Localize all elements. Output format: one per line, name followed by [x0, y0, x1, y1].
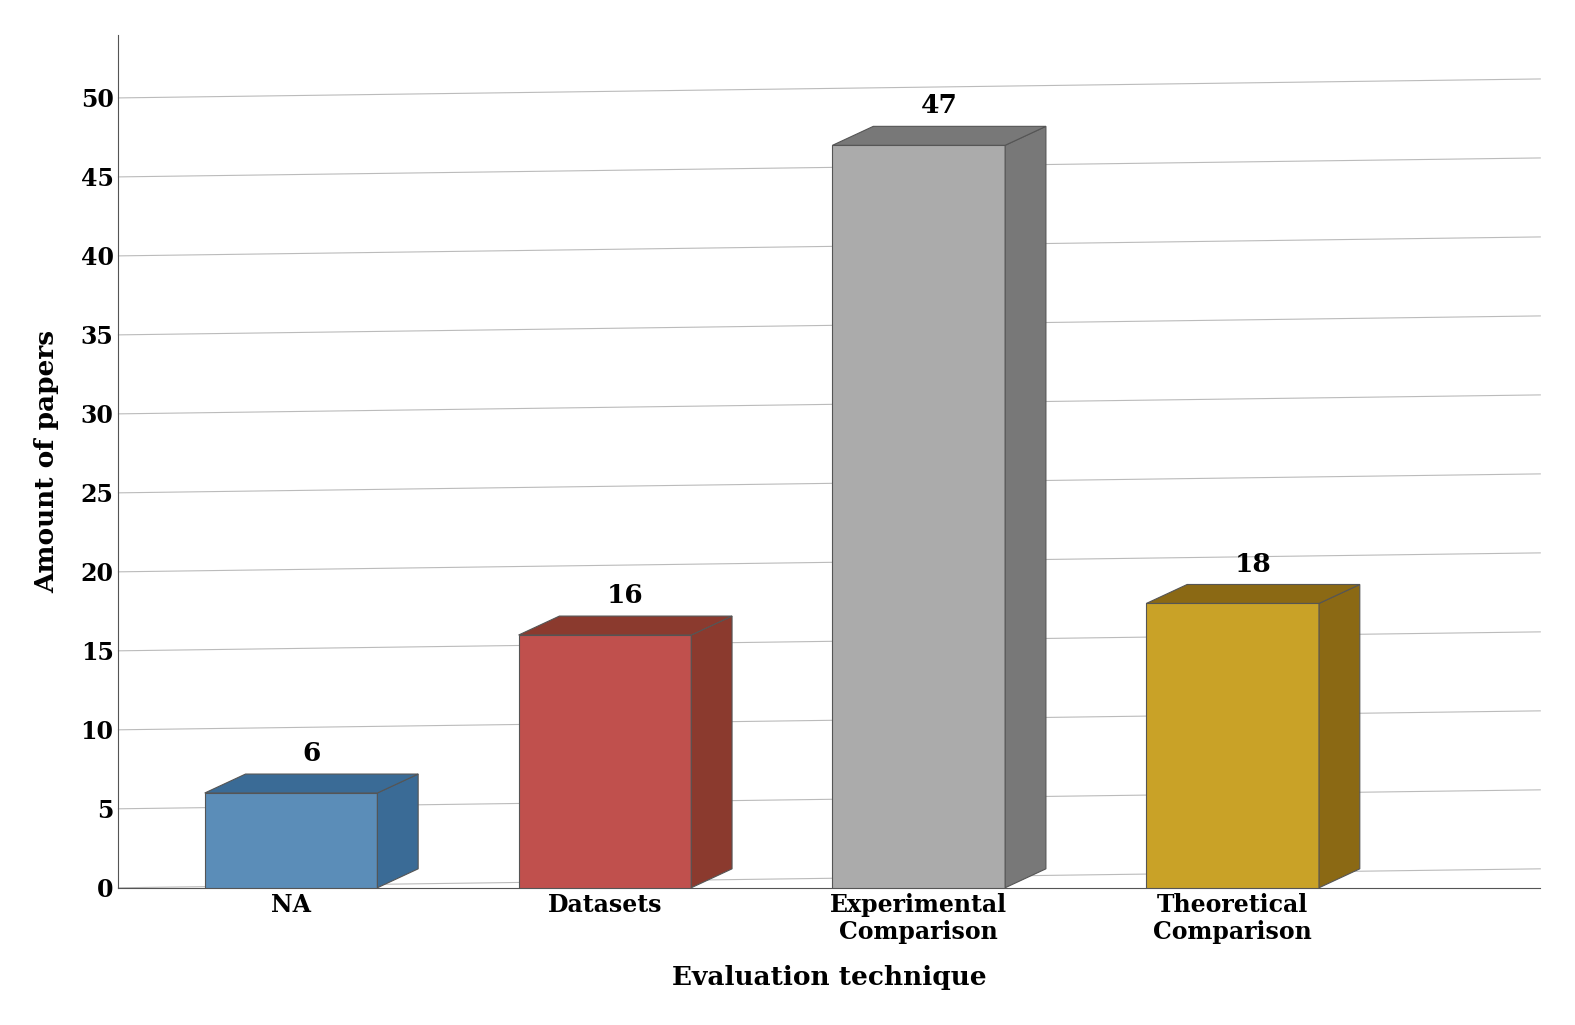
Polygon shape: [691, 616, 732, 888]
X-axis label: Evaluation technique: Evaluation technique: [673, 966, 986, 990]
Text: 47: 47: [921, 93, 958, 119]
Text: 6: 6: [302, 741, 321, 766]
Polygon shape: [833, 146, 1005, 888]
Text: 18: 18: [1235, 551, 1271, 577]
Polygon shape: [1147, 584, 1359, 604]
Y-axis label: Amount of papers: Amount of papers: [35, 330, 60, 592]
Polygon shape: [833, 126, 1046, 146]
Polygon shape: [1147, 604, 1318, 888]
Text: 16: 16: [606, 583, 644, 608]
Polygon shape: [1318, 584, 1359, 888]
Polygon shape: [205, 793, 378, 888]
Polygon shape: [378, 774, 419, 888]
Polygon shape: [518, 636, 691, 888]
Polygon shape: [205, 774, 419, 793]
Polygon shape: [1005, 126, 1046, 888]
Polygon shape: [518, 616, 732, 636]
